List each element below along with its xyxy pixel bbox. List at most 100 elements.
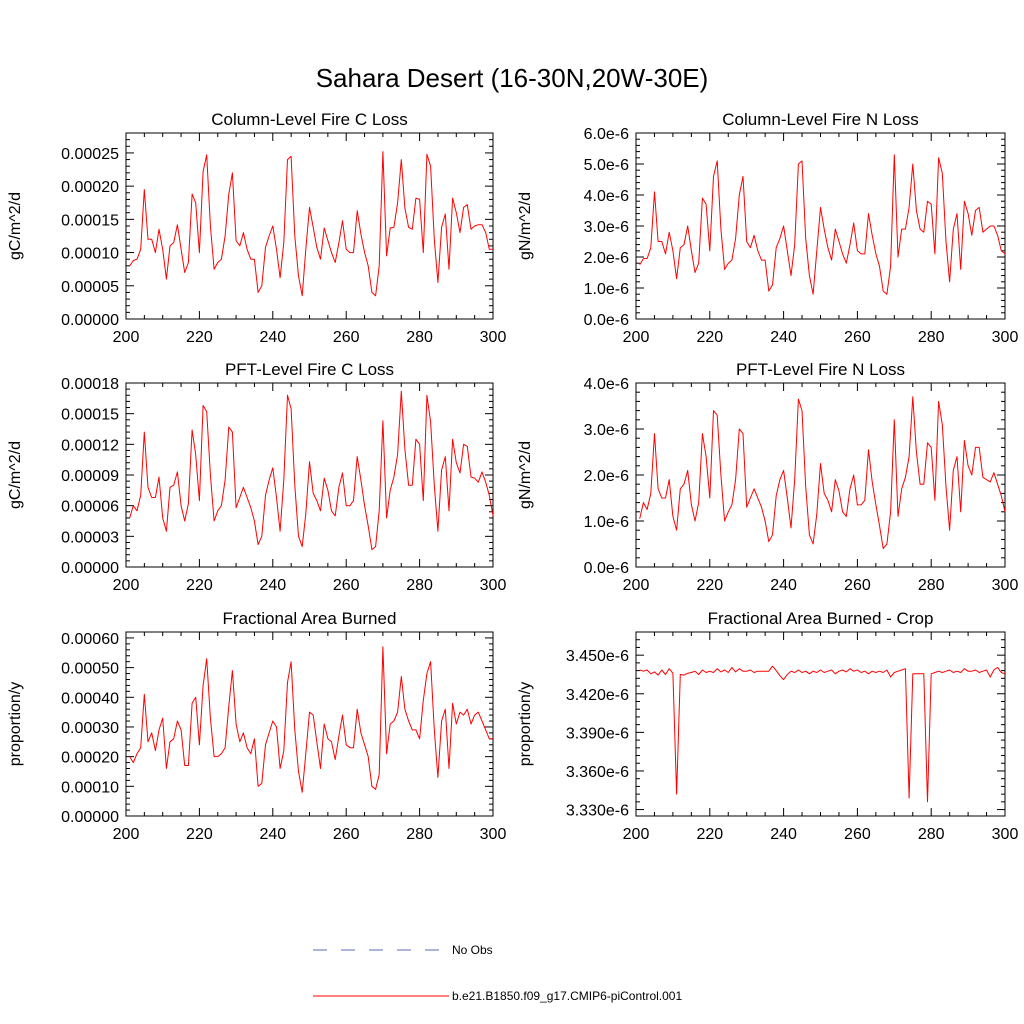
y-tick-label: 2.0e-6 <box>584 468 629 485</box>
chart-col-fire-n: Column-Level Fire N Loss gN/m^2/d 200 220 24… <box>517 110 1018 346</box>
x-ticks: 200 220 240 260 280 300 <box>623 133 1019 346</box>
y-tick-label: 0.00025 <box>61 146 119 163</box>
x-ticks: 200 220 240 260 280 300 <box>113 383 507 594</box>
y-tick-label: 3.0e-6 <box>584 422 629 439</box>
y-tick-label: 0.00000 <box>61 560 119 577</box>
plot-frame <box>125 631 494 817</box>
y-tick-label: 3.360e-6 <box>566 764 629 781</box>
y-tick-label: 3.0e-6 <box>584 219 629 236</box>
x-tick-label: 300 <box>480 826 507 843</box>
y-tick-label: 0.00012 <box>61 437 119 454</box>
x-tick-label: 200 <box>113 577 140 594</box>
y-tick-label: 0.0e-6 <box>584 560 629 577</box>
y-tick-label: 4.0e-6 <box>584 376 629 393</box>
x-tick-label: 260 <box>333 826 360 843</box>
chart-title: Column-Level Fire N Loss <box>722 110 919 129</box>
y-tick-label: 0.00000 <box>61 809 119 826</box>
legend-obs-label: No Obs <box>452 943 493 957</box>
x-tick-label: 240 <box>259 577 286 594</box>
x-tick-label: 200 <box>623 577 650 594</box>
data-series-line <box>129 151 493 297</box>
y-tick-label: 0.00020 <box>61 179 119 196</box>
chart-frac-area: Fractional Area Burned proportion/y 200 220… <box>7 609 506 843</box>
chart-pft-fire-c: PFT-Level Fire C Loss gC/m^2/d 200 220 240 26… <box>7 360 506 594</box>
y-ticks: 0.0e-6 1.0e-6 2.0e-6 3.0e-6 4.0e-6 5.0e-6 6.0e… <box>584 126 1005 329</box>
x-tick-label: 280 <box>406 329 433 346</box>
chart-frac-area-crop: Fractional Area Burned - Crop proportion/… <box>517 609 1018 843</box>
y-tick-label: 0.00009 <box>61 468 119 485</box>
x-tick-label: 200 <box>113 329 140 346</box>
y-ticks: 0.00000 0.00010 0.00020 0.00030 0.00040 0.000… <box>61 631 493 826</box>
x-tick-label: 220 <box>696 577 723 594</box>
x-ticks: 200 220 240 260 280 300 <box>113 133 507 346</box>
y-tick-label: 3.390e-6 <box>566 725 629 742</box>
y-tick-label: 0.00018 <box>61 376 119 393</box>
y-tick-label: 0.00006 <box>61 499 119 516</box>
chart-title: Column-Level Fire C Loss <box>211 110 408 129</box>
chart-title: PFT-Level Fire N Loss <box>736 360 905 379</box>
legend-model-label: b.e21.B1850.f09_g17.CMIP6-piControl.001 <box>452 989 682 1003</box>
y-tick-label: 3.420e-6 <box>566 687 629 704</box>
chart-title: PFT-Level Fire C Loss <box>225 360 394 379</box>
x-tick-label: 300 <box>992 826 1019 843</box>
y-tick-label: 0.00050 <box>61 661 119 678</box>
x-tick-label: 300 <box>480 577 507 594</box>
plot-frame <box>635 631 1006 817</box>
x-tick-label: 200 <box>623 329 650 346</box>
y-ticks: 0.00000 0.00005 0.00010 0.00015 0.00020 0.000… <box>61 132 493 329</box>
x-tick-label: 280 <box>918 826 945 843</box>
y-tick-label: 1.0e-6 <box>584 514 629 531</box>
y-tick-label: 0.00060 <box>61 631 119 648</box>
plot-frame <box>125 132 494 320</box>
y-tick-label: 4.0e-6 <box>584 188 629 205</box>
y-axis-label: gC/m^2/d <box>7 192 24 260</box>
x-tick-label: 300 <box>992 577 1019 594</box>
x-tick-label: 280 <box>918 329 945 346</box>
y-tick-label: 1.0e-6 <box>584 281 629 298</box>
x-tick-label: 240 <box>259 329 286 346</box>
y-tick-label: 0.00010 <box>61 779 119 796</box>
y-axis-label: proportion/y <box>517 682 534 767</box>
x-tick-label: 240 <box>770 329 797 346</box>
x-tick-label: 280 <box>406 577 433 594</box>
x-tick-label: 220 <box>696 826 723 843</box>
x-tick-label: 300 <box>992 329 1019 346</box>
chart-title: Fractional Area Burned - Crop <box>708 609 934 628</box>
x-tick-label: 260 <box>844 826 871 843</box>
x-tick-label: 280 <box>918 577 945 594</box>
y-tick-label: 6.0e-6 <box>584 126 629 143</box>
y-axis-label: gN/m^2/d <box>517 192 534 260</box>
y-tick-label: 0.00005 <box>61 279 119 296</box>
x-tick-label: 220 <box>186 577 213 594</box>
x-tick-label: 240 <box>770 577 797 594</box>
data-series-line <box>129 390 494 551</box>
x-tick-label: 260 <box>844 577 871 594</box>
y-tick-label: 0.00020 <box>61 750 119 767</box>
y-tick-label: 0.0e-6 <box>584 312 629 329</box>
y-axis-label: proportion/y <box>7 682 24 767</box>
y-axis-label: gC/m^2/d <box>7 441 24 509</box>
x-tick-label: 200 <box>623 826 650 843</box>
plot-frame <box>635 382 1006 568</box>
x-ticks: 200 220 240 260 280 300 <box>623 632 1019 843</box>
y-tick-label: 0.00003 <box>61 529 119 546</box>
x-tick-label: 300 <box>480 329 507 346</box>
chart-pft-fire-n: PFT-Level Fire N Loss gN/m^2/d 200 220 240 26… <box>517 360 1018 594</box>
legend: No Obs b.e21.B1850.f09_g17.CMIP6-piContr… <box>313 943 682 1003</box>
x-tick-label: 220 <box>696 329 723 346</box>
y-ticks: 3.330e-6 3.360e-6 3.390e-6 3.420e-6 3.450e-6 <box>566 631 1005 820</box>
chart-title: Fractional Area Burned <box>223 609 397 628</box>
y-tick-label: 3.330e-6 <box>566 803 629 820</box>
chart-panels: Column-Level Fire C Loss gC/m^2/d 200 220 24… <box>7 110 1018 843</box>
data-series-line <box>639 665 1006 803</box>
y-ticks: 0.0e-6 1.0e-6 2.0e-6 3.0e-6 4.0e-6 <box>584 376 1005 577</box>
data-series-line <box>129 646 493 793</box>
x-tick-label: 260 <box>333 329 360 346</box>
y-tick-label: 5.0e-6 <box>584 157 629 174</box>
data-series-line <box>639 154 1006 295</box>
x-tick-label: 240 <box>770 826 797 843</box>
plot-frame <box>635 132 1006 320</box>
y-tick-label: 2.0e-6 <box>584 250 629 267</box>
plot-frame <box>125 382 494 568</box>
